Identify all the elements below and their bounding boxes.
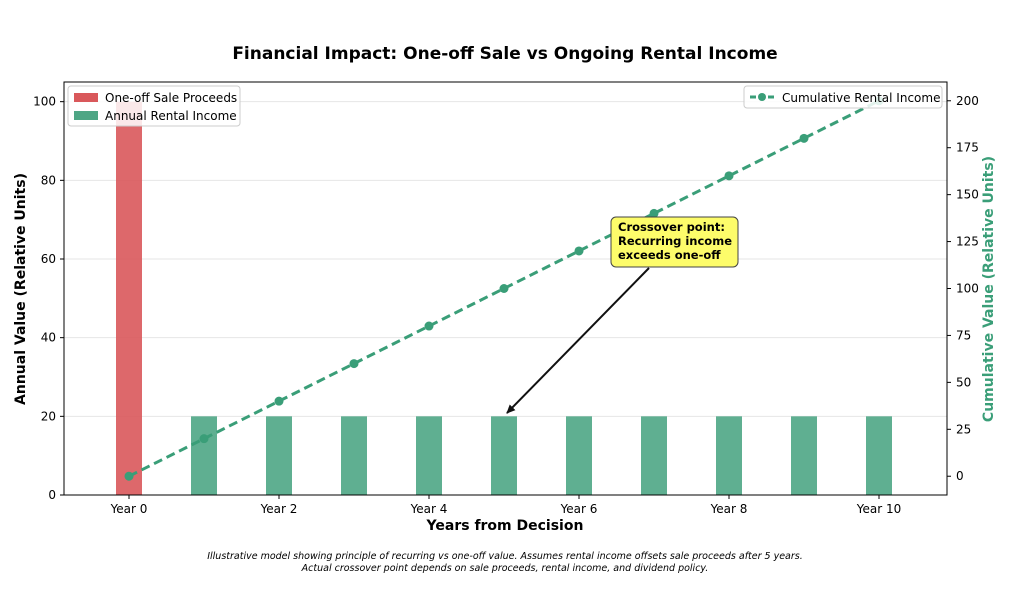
rental-bar [416, 416, 442, 495]
rental-bar [641, 416, 667, 495]
y-tick-label: 60 [41, 252, 56, 266]
legend-sale-label: One-off Sale Proceeds [105, 91, 237, 105]
y2-tick-label: 100 [956, 282, 979, 296]
y2-tick-label: 50 [956, 375, 971, 389]
chart-title: Financial Impact: One-off Sale vs Ongoin… [232, 44, 777, 64]
rental-bar [791, 416, 817, 495]
x-tick-label: Year 10 [856, 502, 902, 516]
y2-tick-label: 25 [956, 422, 971, 436]
x-tick-label: Year 4 [410, 502, 448, 516]
y-tick-label: 40 [41, 331, 56, 345]
rental-bar [566, 416, 592, 495]
y-tick-label: 0 [48, 488, 56, 502]
legend-rental-swatch [74, 111, 98, 120]
footnote-line-2: Actual crossover point depends on sale p… [301, 563, 709, 574]
y-tick-label: 100 [33, 95, 56, 109]
x-axis-label: Years from Decision [426, 518, 584, 534]
rental-bar [866, 416, 892, 495]
cumulative-point [574, 246, 584, 256]
legend-sale-swatch [74, 93, 98, 102]
cumulative-point [499, 284, 509, 293]
x-axis-ticks: Year 0 Year 2 Year 4 Year 6 Year 8 Year 10 [110, 495, 902, 516]
cumulative-point [424, 321, 434, 331]
y2-axis-label: Cumulative Value (Relative Units) [981, 156, 997, 422]
x-tick-label: Year 8 [710, 502, 748, 516]
y2-tick-label: 175 [956, 141, 979, 155]
gridlines [64, 101, 947, 417]
right-axis-ticks: 0 25 50 75 100 125 150 175 200 [947, 94, 979, 483]
y-tick-label: 80 [41, 173, 56, 187]
sale-bar [116, 101, 142, 496]
x-tick-label: Year 0 [110, 502, 148, 516]
y-tick-label: 20 [41, 409, 56, 423]
rental-bar [266, 416, 292, 495]
legend-cumulative-marker [758, 93, 766, 101]
legend-rental-label: Annual Rental Income [105, 109, 237, 123]
cumulative-point [724, 171, 734, 181]
footnote-line-1: Illustrative model showing principle of … [207, 551, 803, 562]
x-tick-label: Year 6 [560, 502, 598, 516]
legend-left-box [67, 85, 241, 127]
annotation-box [610, 216, 739, 268]
rental-bar [491, 416, 517, 495]
x-tick-label: Year 2 [260, 502, 298, 516]
cumulative-point [274, 396, 284, 406]
crossover-annotation: Crossover point: Recurring income exceed… [506, 216, 739, 414]
annotation-line-3: exceeds one-off [618, 248, 721, 262]
rental-bar [341, 416, 367, 495]
legend-cumulative-label: Cumulative Rental Income [782, 91, 940, 105]
y-axis-label: Annual Value (Relative Units) [13, 173, 29, 405]
cumulative-point [649, 208, 659, 218]
cumulative-point [199, 434, 209, 444]
annotation-line-2: Recurring income [618, 234, 732, 248]
legend-right-box [743, 85, 943, 109]
annotation-line-1: Crossover point: [618, 220, 725, 234]
bars-group [116, 101, 892, 496]
y2-tick-label: 0 [956, 469, 964, 483]
legend-right: Cumulative Rental Income [743, 85, 943, 109]
cumulative-point [349, 359, 359, 369]
y2-tick-label: 125 [956, 235, 979, 249]
annotation-arrow [506, 267, 650, 414]
left-axis-ticks: 0 20 40 60 80 100 [33, 95, 64, 502]
legend-left: One-off Sale Proceeds Annual Rental Inco… [67, 85, 241, 127]
y2-tick-label: 200 [956, 94, 979, 108]
rental-bar [191, 416, 217, 495]
y2-tick-label: 75 [956, 328, 971, 342]
rental-bar [716, 416, 742, 495]
cumulative-point [799, 133, 809, 143]
y2-tick-label: 150 [956, 188, 979, 202]
cumulative-point [124, 471, 134, 481]
